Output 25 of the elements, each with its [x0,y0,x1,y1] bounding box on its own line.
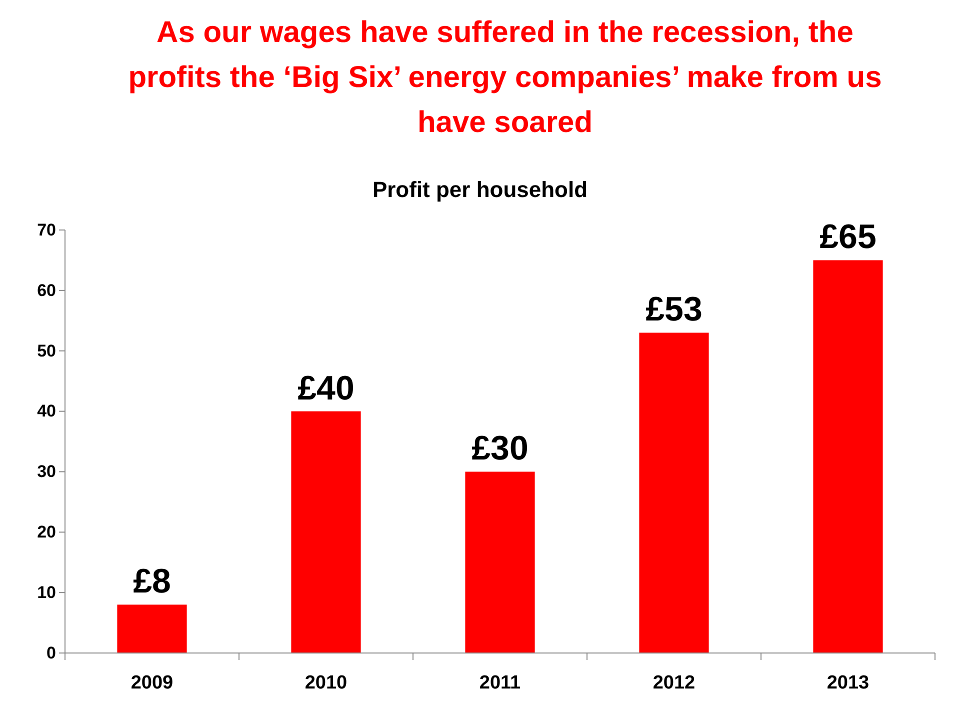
x-tick-label: 2009 [130,672,174,694]
y-tick-label: 40 [37,402,56,421]
data-label: £8 [133,562,171,601]
x-tick-label: 2012 [652,672,696,694]
bar [639,332,709,653]
data-label: £53 [646,290,702,329]
x-tick-label: 2011 [479,672,522,694]
y-tick-label: 0 [46,643,56,662]
y-tick-label: 20 [37,522,56,542]
bar [117,604,187,653]
bar [291,411,361,653]
y-tick-label: 10 [37,583,56,602]
data-label: £65 [820,218,876,256]
bar [813,260,883,653]
bar [465,472,535,653]
chart-subtitle: Profit per household [372,177,588,202]
y-tick-label: 50 [37,341,56,360]
y-tick-label: 60 [37,280,56,300]
y-tick-label: 30 [37,462,56,482]
data-label: £40 [298,369,354,408]
x-tick-label: 2013 [826,672,870,694]
chart-title: As our wages have suffered in the recession, the profits the ‘Big Six’ energy companies’ make from us have soared [127,15,883,141]
x-tick-label: 2010 [304,672,348,694]
y-tick-label: 70 [37,220,56,240]
data-label: £30 [472,430,528,468]
